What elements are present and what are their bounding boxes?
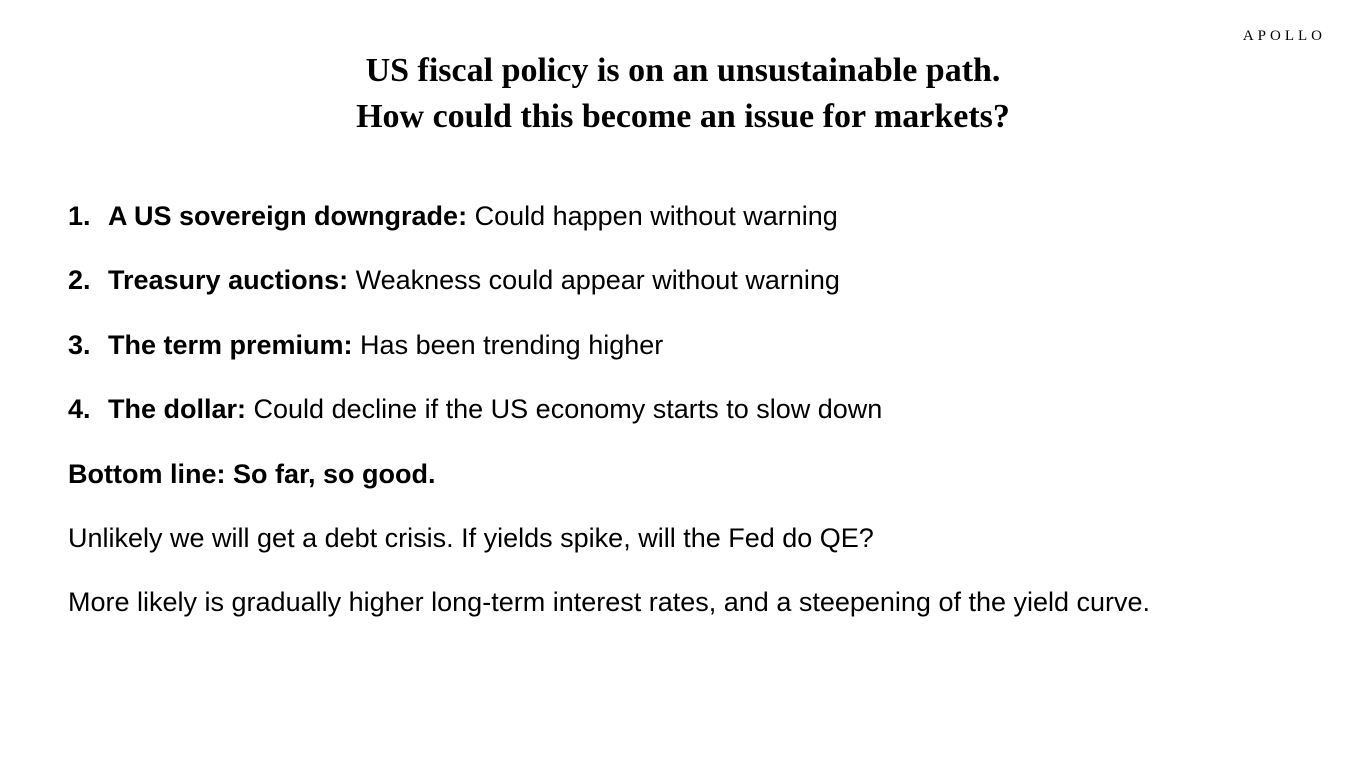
list-item-text: Could decline if the US economy starts t…: [246, 394, 882, 424]
list-item-text: Has been trending higher: [353, 330, 664, 360]
list-item: The dollar: Could decline if the US econ…: [68, 391, 1298, 427]
list-item: A US sovereign downgrade: Could happen w…: [68, 198, 1298, 234]
paragraph-1: Unlikely we will get a debt crisis. If y…: [68, 520, 1298, 556]
paragraph-2: More likely is gradually higher long-ter…: [68, 584, 1298, 620]
brand-logo-text: APOLLO: [1243, 28, 1326, 45]
title-line-1: US fiscal policy is on an unsustainable …: [133, 48, 1233, 94]
slide-title: US fiscal policy is on an unsustainable …: [133, 48, 1233, 140]
slide: APOLLO US fiscal policy is on an unsusta…: [0, 0, 1366, 768]
list-item-bold: Treasury auctions:: [108, 265, 348, 295]
list-item-text: Could happen without warning: [467, 201, 838, 231]
bottom-line: Bottom line: So far, so good.: [68, 456, 1298, 492]
list-item-bold: A US sovereign downgrade:: [108, 201, 467, 231]
title-line-2: How could this become an issue for marke…: [133, 94, 1233, 140]
list-item-bold: The term premium:: [108, 330, 353, 360]
slide-content: A US sovereign downgrade: Could happen w…: [68, 198, 1298, 621]
list-item-bold: The dollar:: [108, 394, 246, 424]
list-item: The term premium: Has been trending high…: [68, 327, 1298, 363]
numbered-list: A US sovereign downgrade: Could happen w…: [68, 198, 1298, 428]
list-item-text: Weakness could appear without warning: [348, 265, 840, 295]
list-item: Treasury auctions: Weakness could appear…: [68, 262, 1298, 298]
